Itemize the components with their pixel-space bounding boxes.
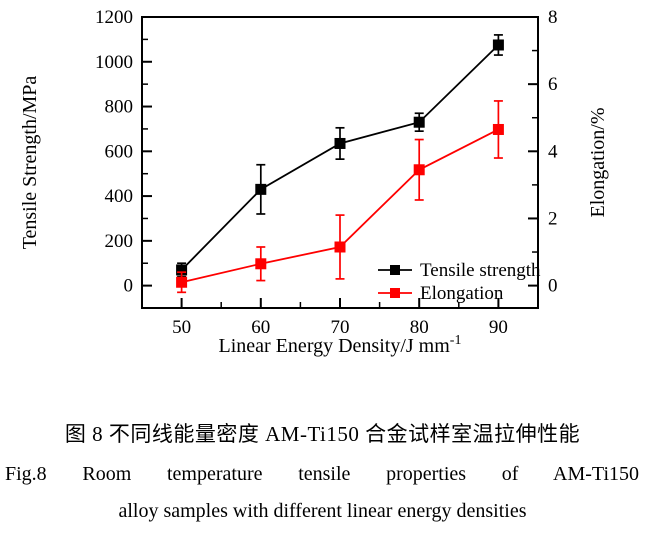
- y-left-axis-title: Tensile Strength/MPa: [19, 76, 41, 250]
- x-axis: 50 60 70 80 90: [172, 298, 508, 338]
- caption-chinese: 图 8 不同线能量密度 AM-Ti150 合金试样室温拉伸性能: [64, 422, 581, 446]
- y-right-tick-label: 8: [548, 7, 558, 28]
- y-axis-left: 0 200 400 600 800 1000 1200: [95, 7, 152, 297]
- y-left-tick-label: 400: [105, 186, 134, 207]
- data-point-marker: [176, 264, 188, 276]
- data-point-marker: [255, 183, 267, 195]
- y-left-tick-label: 600: [105, 141, 134, 162]
- series-elongation: [176, 100, 504, 294]
- data-point-marker: [492, 39, 504, 51]
- legend-label: Tensile strength: [420, 260, 541, 281]
- y-right-tick-label: 4: [548, 141, 558, 162]
- y-left-tick-label: 0: [124, 276, 134, 297]
- data-point-marker: [413, 116, 425, 128]
- legend-label: Elongation: [420, 283, 504, 304]
- data-point-marker: [255, 258, 267, 270]
- legend-marker: [390, 265, 400, 275]
- x-tick-label: 70: [331, 317, 350, 338]
- y-right-tick-label: 6: [548, 74, 558, 95]
- caption-english-line1: Fig.8 Room temperature tensile propertie…: [5, 463, 639, 485]
- y-axis-right: 0 2 4 6 8: [528, 7, 558, 297]
- y-left-tick-label: 1200: [95, 7, 133, 28]
- y-right-tick-label: 0: [548, 276, 558, 297]
- x-tick-label: 50: [172, 317, 191, 338]
- data-point-marker: [334, 137, 346, 149]
- x-tick-label: 60: [251, 317, 270, 338]
- series-tensile-strength: [176, 34, 504, 278]
- x-tick-label: 90: [489, 317, 508, 338]
- caption-english-line2: alloy samples with different linear ener…: [118, 500, 527, 522]
- y-left-tick-label: 1000: [95, 52, 133, 73]
- tensile-elongation-chart: 50 60 70 80 90 0 200 400 600 800 1000 1200 0 2 4 6 8 Tens…: [19, 7, 609, 357]
- x-axis-title: Linear Energy Density/J mm-1: [219, 333, 462, 357]
- data-point-marker: [334, 241, 346, 253]
- x-tick-label: 80: [410, 317, 429, 338]
- data-point-marker: [176, 276, 188, 288]
- y-left-tick-label: 800: [105, 97, 134, 118]
- y-left-tick-label: 200: [105, 231, 134, 252]
- y-right-tick-label: 2: [548, 208, 558, 229]
- axes: 50 60 70 80 90 0 200 400 600 800 1000 1200 0 2 4 6 8: [95, 7, 558, 338]
- data-point-marker: [492, 123, 504, 135]
- legend-marker: [390, 288, 400, 298]
- y-right-axis-title: Elongation/%: [587, 108, 609, 218]
- data-point-marker: [413, 164, 425, 176]
